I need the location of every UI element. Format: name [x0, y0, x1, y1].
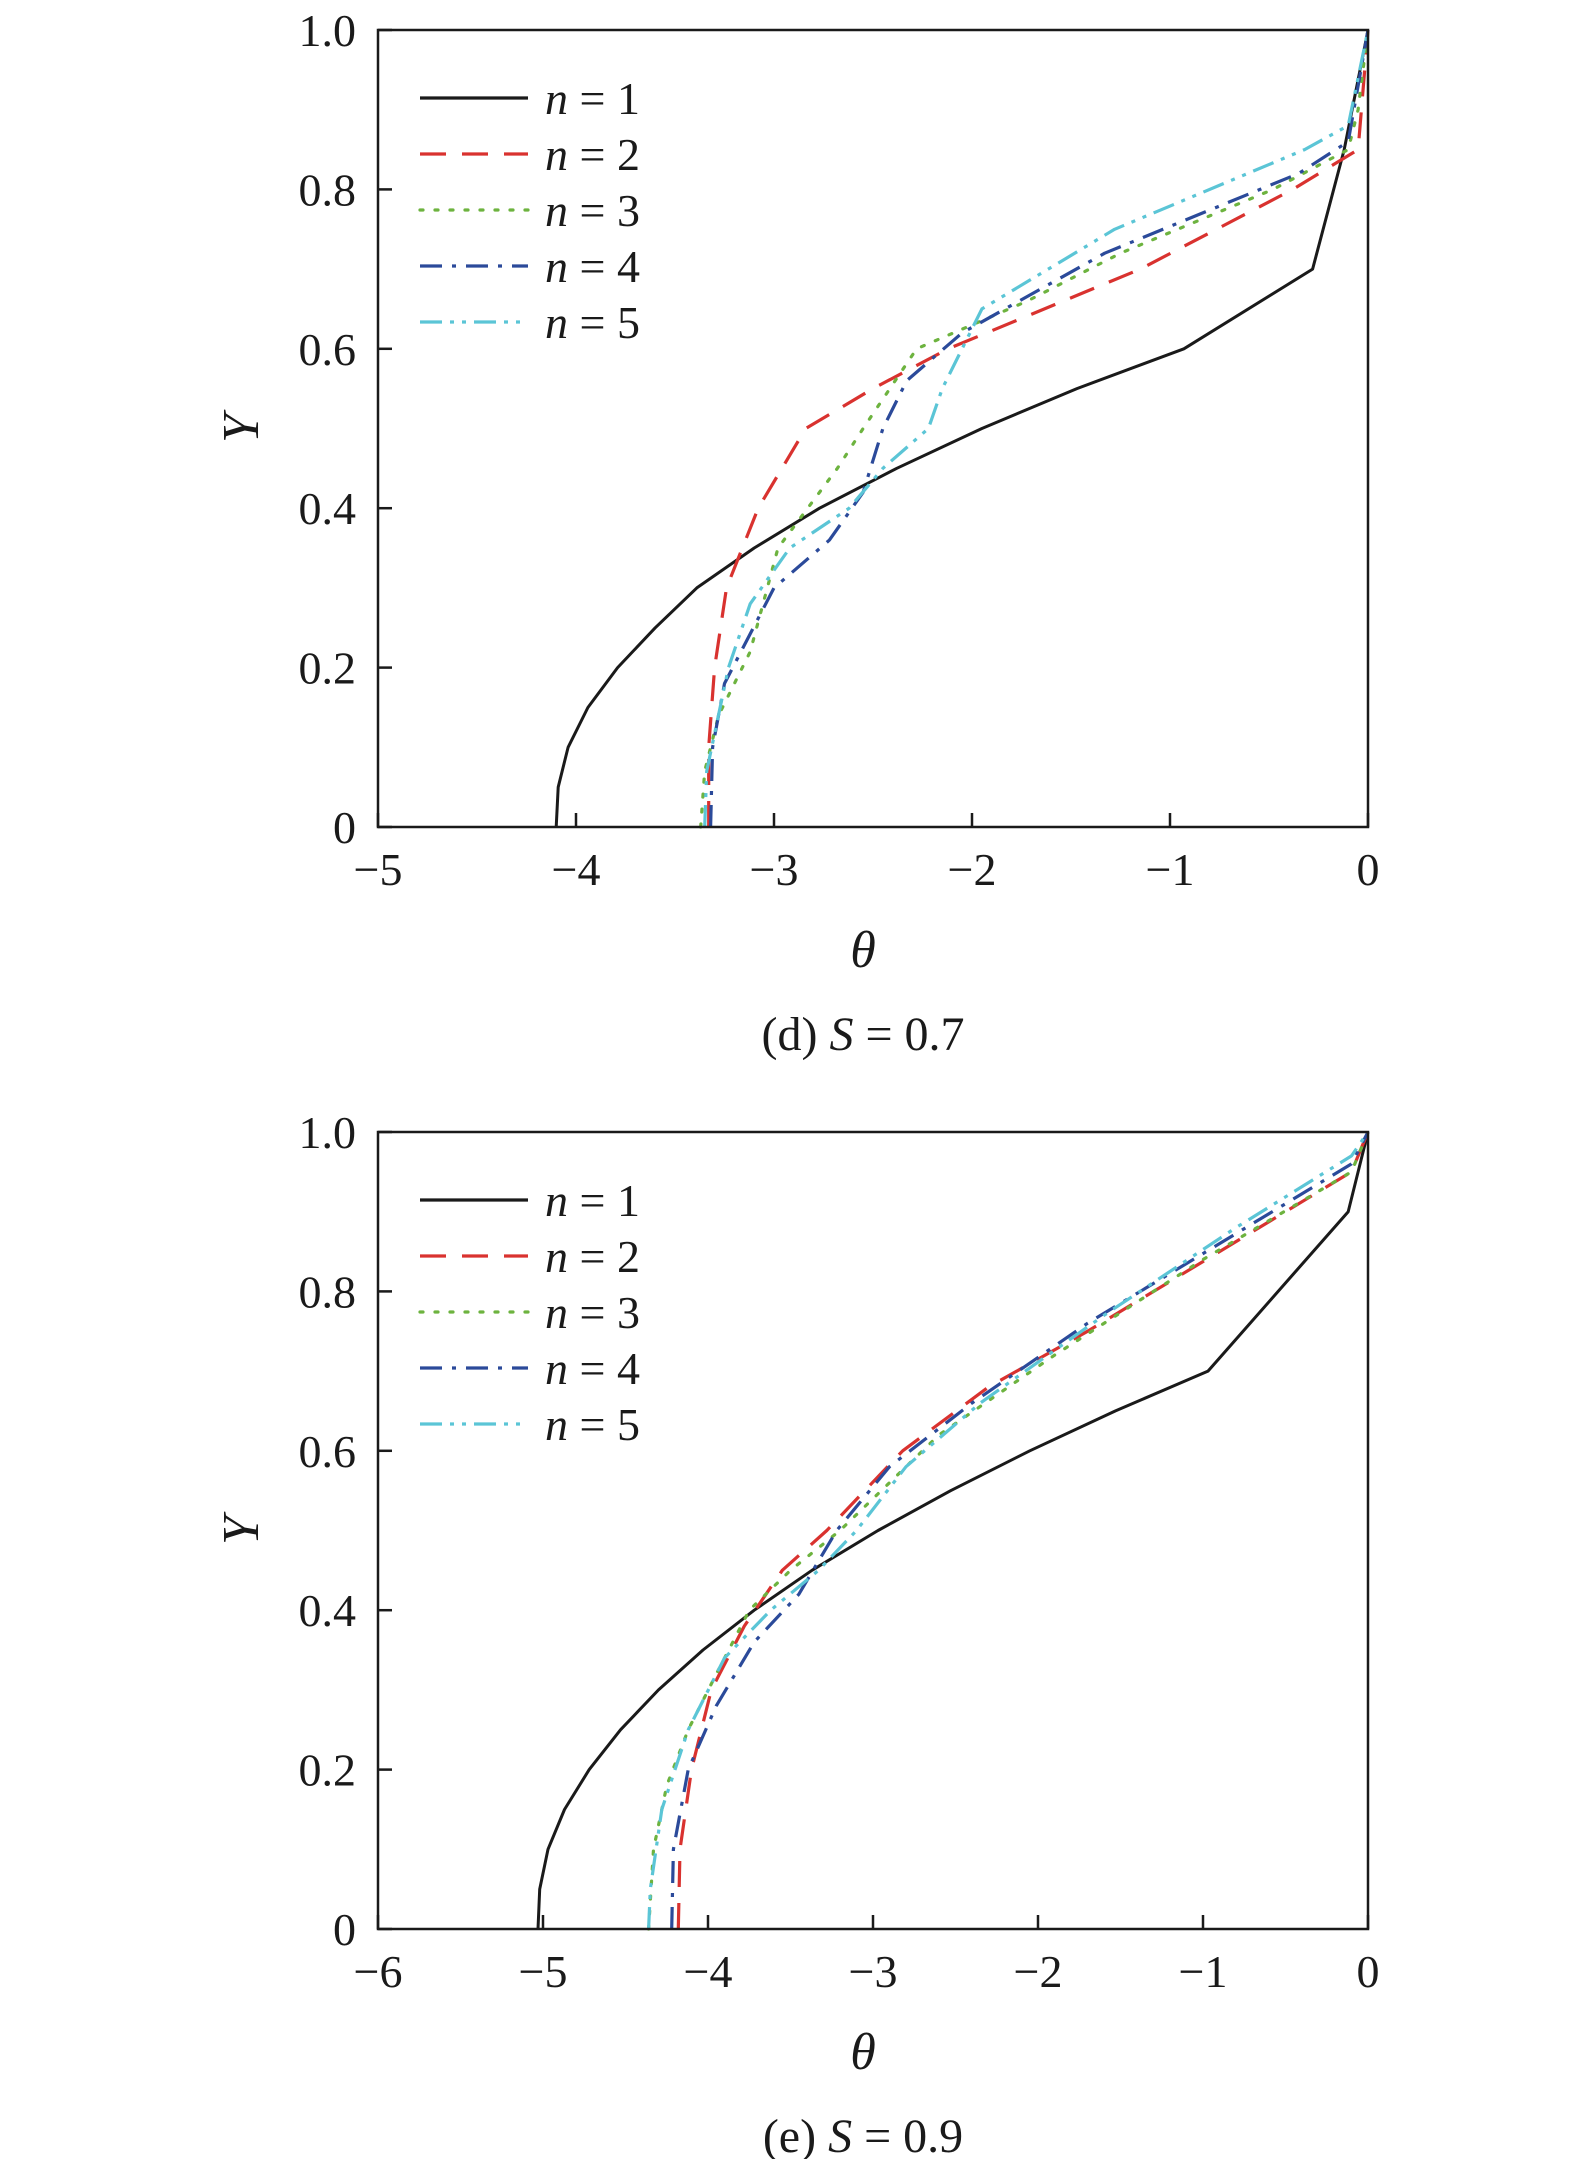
x-tick-label: −6 [354, 1946, 403, 1997]
x-tick-label: −5 [519, 1946, 568, 1997]
legend-label-n5: n = 5 [545, 1399, 640, 1450]
y-tick-label: 0.2 [299, 643, 357, 694]
legend-label-n1: n = 1 [545, 73, 640, 124]
series-line-n2 [676, 1131, 1370, 1930]
legend-label-n3: n = 3 [545, 1287, 640, 1338]
legend-label-n5: n = 5 [545, 297, 640, 348]
series-line-n3 [647, 1130, 1370, 1931]
x-tick-label: −5 [354, 844, 403, 895]
legend-label-n4: n = 4 [545, 1343, 640, 1394]
legend-label-n4: n = 4 [545, 241, 640, 292]
series-group [554, 28, 1370, 829]
x-tick-label: −1 [1146, 844, 1195, 895]
x-tick-label: −4 [684, 1946, 733, 1997]
series-line-n4 [709, 29, 1370, 828]
series-line-n1 [536, 1131, 1370, 1930]
y-tick-label: 0 [333, 802, 356, 853]
legend: n = 1n = 2n = 3n = 4n = 5 [418, 1175, 640, 1450]
series-line-n2 [707, 29, 1370, 827]
panel-caption: (e) S = 0.9 [763, 2110, 963, 2159]
y-tick-label: 0.4 [299, 483, 357, 534]
plot-frame [376, 28, 1370, 829]
y-tick-label: 0.8 [299, 1266, 357, 1317]
legend-label-n1: n = 1 [545, 1175, 640, 1226]
x-tick-label: −3 [849, 1946, 898, 1997]
series-line-n5 [703, 29, 1370, 828]
y-tick-label: 1.0 [299, 5, 357, 56]
y-axis-label: Y [213, 1511, 270, 1545]
series-line-n3 [699, 28, 1370, 829]
x-tick-label: −4 [552, 844, 601, 895]
series-line-n4 [670, 1131, 1370, 1930]
panel-caption: (d) S = 0.7 [761, 1008, 964, 1061]
chart-panel-1: −5 −4 −3 −2 −1 0 0 0.2 0.4 0.6 0.8 1.0 θ Y (d) S = 0.7… [213, 5, 1380, 1061]
y-tick-label: 0.6 [299, 324, 357, 375]
y-tick-label: 1.0 [299, 1107, 357, 1158]
x-tick-label: −1 [1179, 1946, 1228, 1997]
x-tick-label: −2 [948, 844, 997, 895]
x-axis-label: θ [850, 2024, 876, 2081]
legend-label-n2: n = 2 [545, 1231, 640, 1282]
y-tick-label: 0.8 [299, 164, 357, 215]
y-axis-label: Y [213, 409, 270, 443]
x-tick-label: −3 [750, 844, 799, 895]
x-tick-label: −2 [1014, 1946, 1063, 1997]
x-tick-label: 0 [1357, 844, 1380, 895]
y-tick-label: 0.6 [299, 1426, 357, 1477]
series-line-n5 [647, 1131, 1370, 1930]
y-tick-label: 0.2 [299, 1745, 357, 1796]
legend-label-n2: n = 2 [545, 129, 640, 180]
x-axis-label: θ [850, 922, 876, 979]
y-tick-label: 0 [333, 1904, 356, 1955]
series-group [536, 1130, 1370, 1931]
x-tick-label: 0 [1357, 1946, 1380, 1997]
legend: n = 1n = 2n = 3n = 4n = 5 [418, 73, 640, 348]
chart-panel-2: −6 −5 −4 −3 −2 −1 0 0 0.2 0.4 0.6 0.8 1.0 θ Y (e) S = 0… [213, 1107, 1380, 2159]
y-tick-label: 0.4 [299, 1585, 357, 1636]
series-line-n1 [554, 29, 1370, 828]
legend-label-n3: n = 3 [545, 185, 640, 236]
